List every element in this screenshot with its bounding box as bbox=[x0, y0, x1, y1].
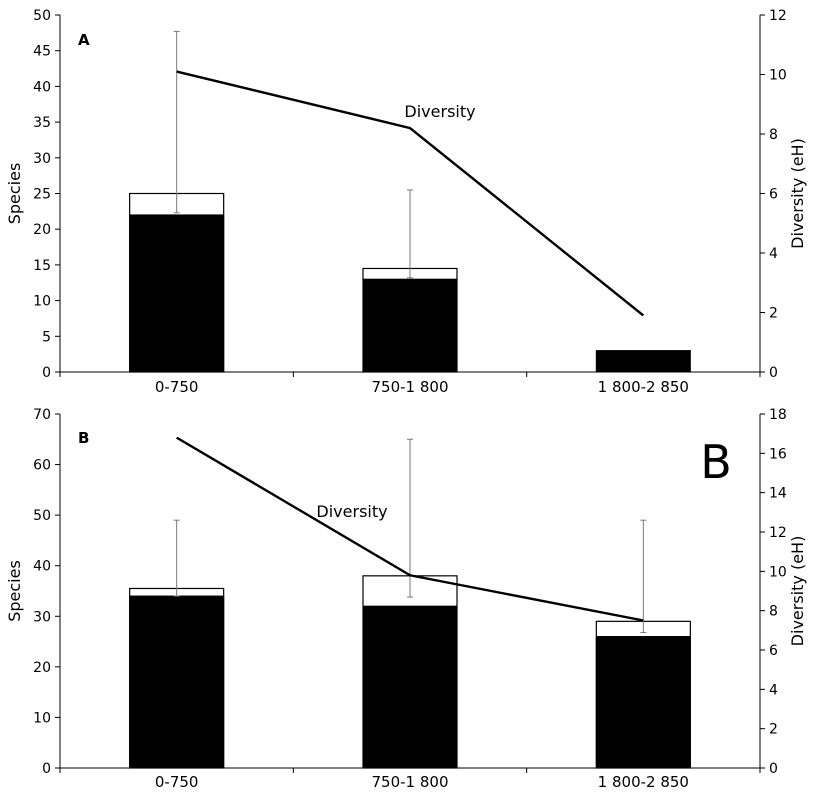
y2-tick-label: 4 bbox=[769, 246, 778, 262]
y2-tick-label: 10 bbox=[769, 564, 787, 580]
y-axis-title: Species bbox=[5, 163, 24, 225]
y2-tick-label: 10 bbox=[769, 68, 787, 84]
y-tick-label: 10 bbox=[33, 294, 51, 310]
y-tick-label: 70 bbox=[33, 407, 51, 423]
y2-tick-label: 0 bbox=[769, 365, 778, 381]
x-category-label: 750-1 800 bbox=[372, 378, 449, 396]
y2-tick-label: 12 bbox=[769, 525, 787, 541]
bar-observed bbox=[595, 636, 691, 769]
y2-tick-label: 8 bbox=[769, 604, 778, 620]
chart-panel-b: 0 10 20 30 40 50 60 70 0 2 4 6 8 10 12 14 16 18 0-750 750-1… bbox=[5, 407, 807, 791]
y-tick-label: 35 bbox=[33, 115, 51, 131]
y-tick-label: 50 bbox=[33, 8, 51, 24]
diversity-line-label: Diversity bbox=[404, 102, 475, 121]
y-tick-label: 25 bbox=[33, 187, 51, 203]
bar-observed bbox=[362, 605, 458, 769]
y2-tick-label: 2 bbox=[769, 306, 778, 322]
y2-tick-label: 8 bbox=[769, 127, 778, 143]
y2-tick-label: 14 bbox=[769, 486, 787, 502]
y-axis-title: Species bbox=[5, 560, 24, 622]
y-tick-label: 0 bbox=[42, 365, 51, 381]
y2-tick-label: 18 bbox=[769, 407, 787, 423]
y-tick-label: 20 bbox=[33, 222, 51, 238]
x-category-label: 1 800-2 850 bbox=[598, 773, 689, 791]
y-tick-label: 40 bbox=[33, 559, 51, 575]
x-category-label: 0-750 bbox=[155, 773, 199, 791]
panel-label: B bbox=[78, 429, 89, 447]
y2-tick-label: 16 bbox=[769, 446, 787, 462]
y2-tick-label: 6 bbox=[769, 643, 778, 659]
y-tick-label: 30 bbox=[33, 151, 51, 167]
panel-label: A bbox=[78, 31, 90, 49]
y-tick-label: 30 bbox=[33, 609, 51, 625]
y-tick-label: 60 bbox=[33, 458, 51, 474]
bar-observed bbox=[129, 214, 225, 373]
x-category-label: 0-750 bbox=[155, 378, 199, 396]
y-tick-label: 0 bbox=[42, 761, 51, 777]
y2-axis-title: Diversity (eH) bbox=[788, 536, 807, 647]
y-tick-label: 45 bbox=[33, 44, 51, 60]
y-tick-label: 20 bbox=[33, 660, 51, 676]
y2-tick-label: 4 bbox=[769, 682, 778, 698]
y-tick-label: 5 bbox=[42, 329, 51, 345]
diversity-line bbox=[176, 436, 644, 622]
y-tick-label: 15 bbox=[33, 258, 51, 274]
diversity-line-label: Diversity bbox=[316, 502, 387, 521]
y-tick-label: 40 bbox=[33, 79, 51, 95]
bar-observed bbox=[129, 595, 225, 769]
y2-tick-label: 2 bbox=[769, 722, 778, 738]
bar-observed bbox=[362, 278, 458, 373]
diversity-line bbox=[176, 70, 645, 317]
x-category-label: 750-1 800 bbox=[372, 773, 449, 791]
y2-tick-label: 6 bbox=[769, 187, 778, 203]
y2-tick-label: 0 bbox=[769, 761, 778, 777]
bar-observed bbox=[595, 350, 691, 373]
x-category-label: 1 800-2 850 bbox=[598, 378, 689, 396]
y-tick-label: 50 bbox=[33, 508, 51, 524]
panel-corner-mark: B bbox=[700, 435, 732, 489]
y2-axis-title: Diversity (eH) bbox=[788, 138, 807, 249]
y-tick-label: 10 bbox=[33, 710, 51, 726]
y2-tick-label: 12 bbox=[769, 8, 787, 24]
chart-panel-a: 0 5 10 15 20 25 30 35 40 45 50 0 2 4 6 8 10 12 0-750 750-1 … bbox=[5, 8, 807, 396]
